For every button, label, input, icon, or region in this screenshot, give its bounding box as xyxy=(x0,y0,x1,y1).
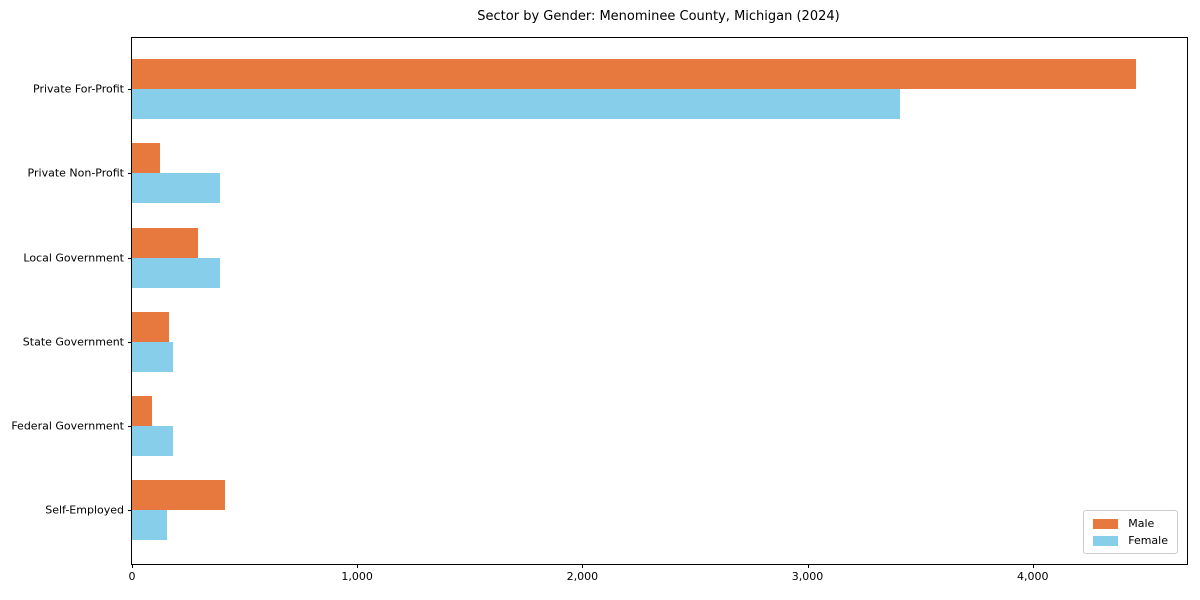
legend-item-female: Female xyxy=(1093,535,1168,546)
legend: Male Female xyxy=(1083,510,1178,554)
bar-male-private-for-profit xyxy=(132,59,1137,89)
x-tick-label-4000: 4,000 xyxy=(1016,570,1049,583)
bar-female-private-for-profit xyxy=(132,89,900,119)
bar-female-private-non-profit xyxy=(132,173,220,203)
chart-title: Sector by Gender: Menominee County, Mich… xyxy=(477,9,840,24)
x-tick-label-2000: 2,000 xyxy=(566,570,599,583)
y-tick-mark-private-non-profit xyxy=(128,173,132,174)
x-tick-label-3000: 3,000 xyxy=(791,570,824,583)
bar-male-federal-government xyxy=(132,396,153,426)
y-tick-mark-state-government xyxy=(128,342,132,343)
x-tick-mark-4000 xyxy=(1032,564,1034,568)
y-tick-mark-self-employed xyxy=(128,510,132,511)
y-tick-label-private-for-profit: Private For-Profit xyxy=(33,82,124,96)
x-tick-label-0: 0 xyxy=(128,570,136,583)
bar-female-self-employed xyxy=(132,510,167,540)
x-tick-mark-2000 xyxy=(582,564,584,568)
legend-swatch-female xyxy=(1093,535,1119,546)
legend-item-male: Male xyxy=(1093,518,1168,529)
y-tick-label-state-government: State Government xyxy=(22,335,124,349)
y-tick-mark-local-government xyxy=(128,258,132,259)
bar-male-self-employed xyxy=(132,480,226,510)
y-tick-label-federal-government: Federal Government xyxy=(11,419,124,433)
bar-female-federal-government xyxy=(132,426,173,456)
x-tick-mark-0 xyxy=(132,564,133,568)
x-tick-mark-3000 xyxy=(807,564,809,568)
bar-female-local-government xyxy=(132,258,220,288)
bar-male-private-non-profit xyxy=(132,143,161,173)
y-tick-label-self-employed: Self-Employed xyxy=(45,503,124,517)
legend-label-male: Male xyxy=(1128,517,1155,530)
y-tick-mark-private-for-profit xyxy=(128,89,132,90)
plot-area: Private For-Profit Private Non-Profit Loca… xyxy=(11,37,1188,582)
legend-label-female: Female xyxy=(1128,534,1168,547)
bar-male-state-government xyxy=(132,312,170,342)
y-tick-label-private-non-profit: Private Non-Profit xyxy=(27,166,124,180)
y-tick-mark-federal-government xyxy=(128,426,132,427)
y-tick-label-local-government: Local Government xyxy=(23,251,124,265)
bar-female-state-government xyxy=(132,342,173,372)
x-tick-mark-1000 xyxy=(357,564,359,568)
x-tick-label-1000: 1,000 xyxy=(341,570,373,583)
legend-swatch-male xyxy=(1093,518,1119,529)
bar-male-local-government xyxy=(132,228,199,258)
